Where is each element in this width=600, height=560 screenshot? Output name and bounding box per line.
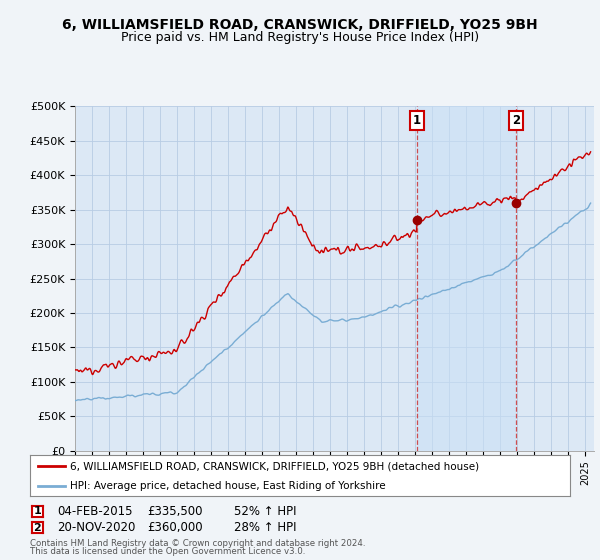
Text: 6, WILLIAMSFIELD ROAD, CRANSWICK, DRIFFIELD, YO25 9BH (detached house): 6, WILLIAMSFIELD ROAD, CRANSWICK, DRIFFI… [71,461,479,471]
Text: £335,500: £335,500 [147,505,203,518]
Text: £360,000: £360,000 [147,521,203,534]
Text: 2: 2 [512,114,520,127]
Text: 28% ↑ HPI: 28% ↑ HPI [234,521,296,534]
Text: This data is licensed under the Open Government Licence v3.0.: This data is licensed under the Open Gov… [30,547,305,556]
Text: 1: 1 [34,506,41,516]
Text: 2: 2 [34,522,41,533]
Text: 20-NOV-2020: 20-NOV-2020 [57,521,136,534]
Text: Price paid vs. HM Land Registry's House Price Index (HPI): Price paid vs. HM Land Registry's House … [121,31,479,44]
Text: 1: 1 [413,114,421,127]
Bar [417,106,516,451]
Text: 04-FEB-2015: 04-FEB-2015 [57,505,133,518]
Text: 52% ↑ HPI: 52% ↑ HPI [234,505,296,518]
Text: HPI: Average price, detached house, East Riding of Yorkshire: HPI: Average price, detached house, East… [71,480,386,491]
Text: 6, WILLIAMSFIELD ROAD, CRANSWICK, DRIFFIELD, YO25 9BH: 6, WILLIAMSFIELD ROAD, CRANSWICK, DRIFFI… [62,18,538,32]
Text: Contains HM Land Registry data © Crown copyright and database right 2024.: Contains HM Land Registry data © Crown c… [30,539,365,548]
